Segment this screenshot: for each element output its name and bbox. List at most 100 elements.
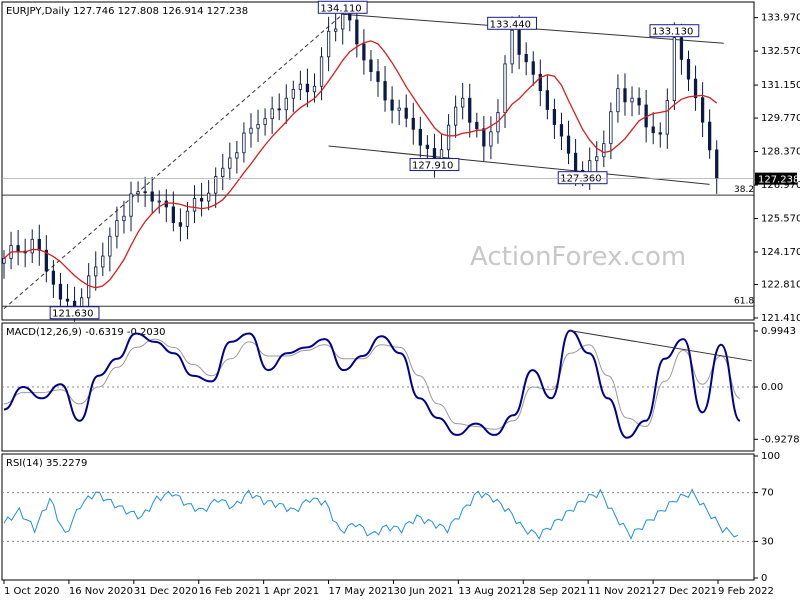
candle-body-up [157, 200, 161, 203]
candle-body-up [298, 83, 303, 90]
candle-body-down [16, 245, 20, 252]
price-annotation-label: 121.630 [52, 309, 93, 320]
price-trendline [3, 13, 344, 310]
candle-body-down [418, 128, 422, 146]
candle-body-down [355, 19, 359, 45]
macd-trendline [570, 330, 753, 362]
candle-body-up [461, 97, 465, 108]
current-price-label: 127.238 [758, 175, 799, 186]
x-tick-label: 1 Apr 2021 [264, 586, 319, 597]
candle-body-up [228, 157, 232, 169]
fib-level-label: 61.8 [734, 296, 754, 306]
candle-body-down [708, 121, 712, 151]
macd-signal-line [3, 338, 741, 430]
candle-body-up [616, 88, 620, 113]
candle-body-up [235, 152, 239, 159]
x-tick-label: 11 Nov 2021 [588, 586, 652, 597]
price-annotation-box [317, 0, 368, 14]
price-panel-frame [1, 1, 755, 321]
candle-body-down [199, 198, 204, 202]
x-tick-label: 16 Feb 2021 [199, 586, 261, 597]
rsi-y-tick-label: 30 [761, 536, 774, 547]
macd-y-tick-label: -0.9278 [761, 434, 800, 445]
candle-body-up [446, 124, 451, 151]
price-y-tick-label: 122.810 [761, 280, 800, 291]
price-annotation-label: 133.440 [490, 19, 531, 30]
candle-body-down [482, 128, 486, 147]
candle-body-down [524, 54, 528, 63]
candle-body-down [72, 300, 77, 307]
price-y-tick-label: 133.970 [761, 13, 800, 24]
candle-body-up [397, 107, 401, 111]
candle-body-down [65, 298, 70, 302]
candle-body-up [108, 235, 112, 257]
x-tick-label: 9 Feb 2022 [718, 586, 774, 597]
price-annotation-box [409, 158, 460, 172]
candle-body-down [58, 283, 63, 300]
x-tick-label: 27 Dec 2021 [653, 586, 717, 597]
candle-body-up [334, 28, 338, 32]
price-annotation-label: 127.910 [412, 161, 453, 172]
candle-body-down [390, 99, 394, 111]
candle-body-up [2, 258, 6, 264]
rsi-line [3, 488, 739, 540]
price-annotation-box [487, 16, 537, 30]
x-tick-label: 30 Jun 2021 [393, 586, 453, 597]
price-y-tick-label: 129.770 [761, 113, 800, 124]
candle-body-down [700, 97, 705, 123]
candle-body-down [559, 124, 564, 137]
watermark: ActionForex.com [470, 242, 686, 272]
candle-body-down [305, 83, 310, 93]
current-price-marker: 127.238 [2, 172, 799, 186]
rsi-panel: RSI(14) 35.2279 100 70 30 0 [1, 451, 780, 584]
x-tick-label: 16 Nov 2020 [69, 586, 133, 597]
candle-body-up [242, 132, 246, 154]
candle-body-down [44, 249, 48, 272]
price-y-tick-label: 124.170 [761, 247, 800, 258]
candle-body-down [545, 90, 549, 110]
candle-body-up [136, 191, 140, 195]
candle-body-up [284, 97, 288, 111]
rsi-panel-frame [1, 453, 755, 581]
price-annotation-box [557, 171, 608, 185]
candle-body-down [411, 117, 415, 130]
candle-body-up [207, 192, 211, 202]
rsi-y-tick-label: 0 [761, 573, 767, 584]
candle-body-up [263, 118, 267, 125]
candle-body-up [453, 106, 458, 126]
candle-body-up [87, 275, 91, 299]
candle-body-up [270, 108, 274, 120]
current-price-box [755, 172, 797, 185]
candle-body-down [658, 132, 662, 135]
candle-body-up [214, 176, 218, 194]
candle-body-down [693, 78, 698, 99]
candle-body-up [122, 215, 126, 222]
candle-body-down [468, 97, 472, 123]
macd-panel-title: MACD(12,26,9) -0.6319 -0.2030 [6, 327, 166, 338]
candle-body-down [171, 206, 175, 223]
rsi-y-tick-label: 70 [761, 488, 774, 499]
rsi-y-tick-label: 100 [761, 451, 780, 462]
candle-body-up [341, 13, 345, 30]
candle-body-down [404, 107, 408, 119]
candle-body-up [595, 156, 599, 162]
price-y-tick-label: 126.970 [761, 180, 800, 191]
candle-body-up [101, 255, 105, 268]
price-y-tick-label: 131.150 [761, 80, 800, 91]
macd-y-axis: 0.9943 0.00 -0.9278 [2, 326, 800, 445]
candle-body-down [679, 37, 684, 60]
candle-body-up [602, 143, 606, 158]
candle-body-down [376, 71, 380, 82]
candle-body-down [651, 126, 655, 134]
candle-body-up [630, 97, 634, 103]
rsi-y-axis: 100 70 30 0 [2, 451, 780, 584]
price-annotation-box [49, 306, 100, 320]
candle-body-down [637, 97, 641, 106]
candle-body-down [538, 73, 542, 92]
price-panel: EURJPY,Daily 127.746 127.808 126.914 127… [1, 0, 800, 324]
candle-body-down [552, 109, 557, 125]
candle-body-up [94, 266, 98, 277]
candle-body-up [129, 193, 133, 217]
price-y-axis: 133.970 132.570 131.150 129.770 128.370 126.9… [2, 13, 800, 324]
candle-body-down [517, 29, 521, 55]
